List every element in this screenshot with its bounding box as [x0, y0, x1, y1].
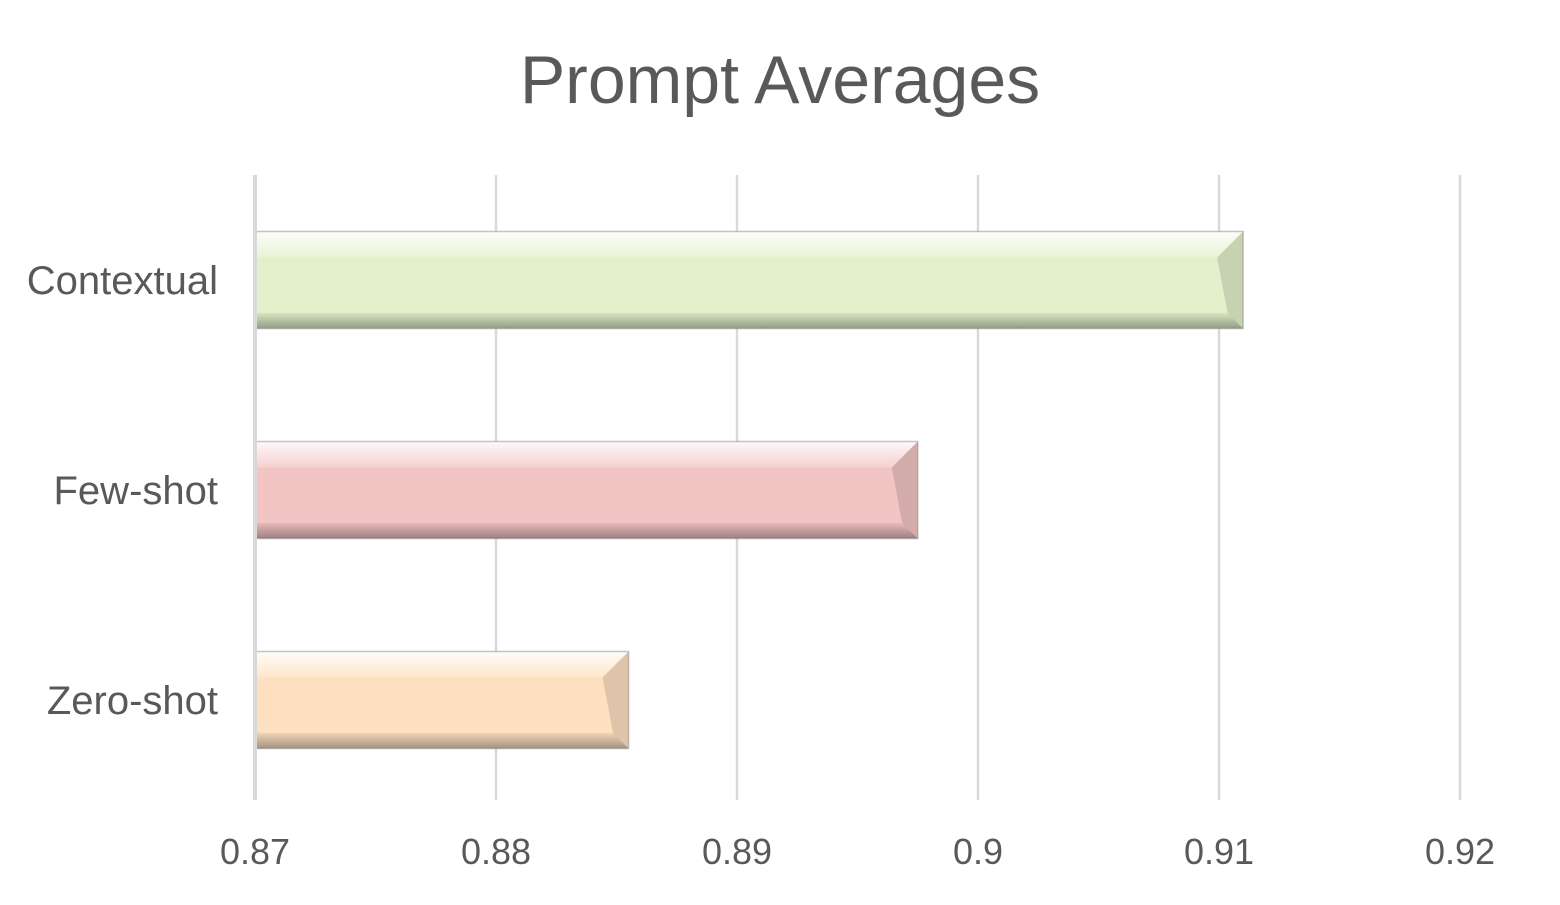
x-tick-label: 0.87 [220, 831, 290, 872]
bar-bevel-right [891, 441, 918, 539]
bar-bevel-bottom [255, 732, 629, 749]
bar-bevel-right [1217, 231, 1244, 329]
bar-bevel-top [255, 231, 1244, 258]
category-label: Contextual [27, 259, 218, 303]
category-label: Few-shot [54, 469, 219, 513]
bar-bevel-right [602, 651, 629, 749]
x-tick-label: 0.92 [1425, 831, 1495, 872]
bars [254, 230, 1244, 750]
category-labels: Contextual Few-shot Zero-shot [27, 259, 218, 723]
bar-contextual [254, 230, 1244, 330]
bar-bevel-bottom [255, 312, 1244, 329]
bar-few-shot [254, 440, 919, 540]
x-tick-label: 0.88 [461, 831, 531, 872]
x-axis-tick-labels: 0.87 0.88 0.89 0.9 0.91 0.92 [220, 175, 1495, 872]
category-label: Zero-shot [47, 679, 218, 723]
bar-zero-shot [254, 650, 630, 750]
x-tick-label: 0.89 [702, 831, 772, 872]
bar-bevel-top [255, 651, 629, 678]
bar-bevel-bottom [255, 522, 918, 539]
x-tick-label: 0.9 [953, 831, 1003, 872]
bar-bevel-top [255, 441, 918, 468]
x-tick-label: 0.91 [1184, 831, 1254, 872]
chart-title: Prompt Averages [520, 42, 1040, 118]
